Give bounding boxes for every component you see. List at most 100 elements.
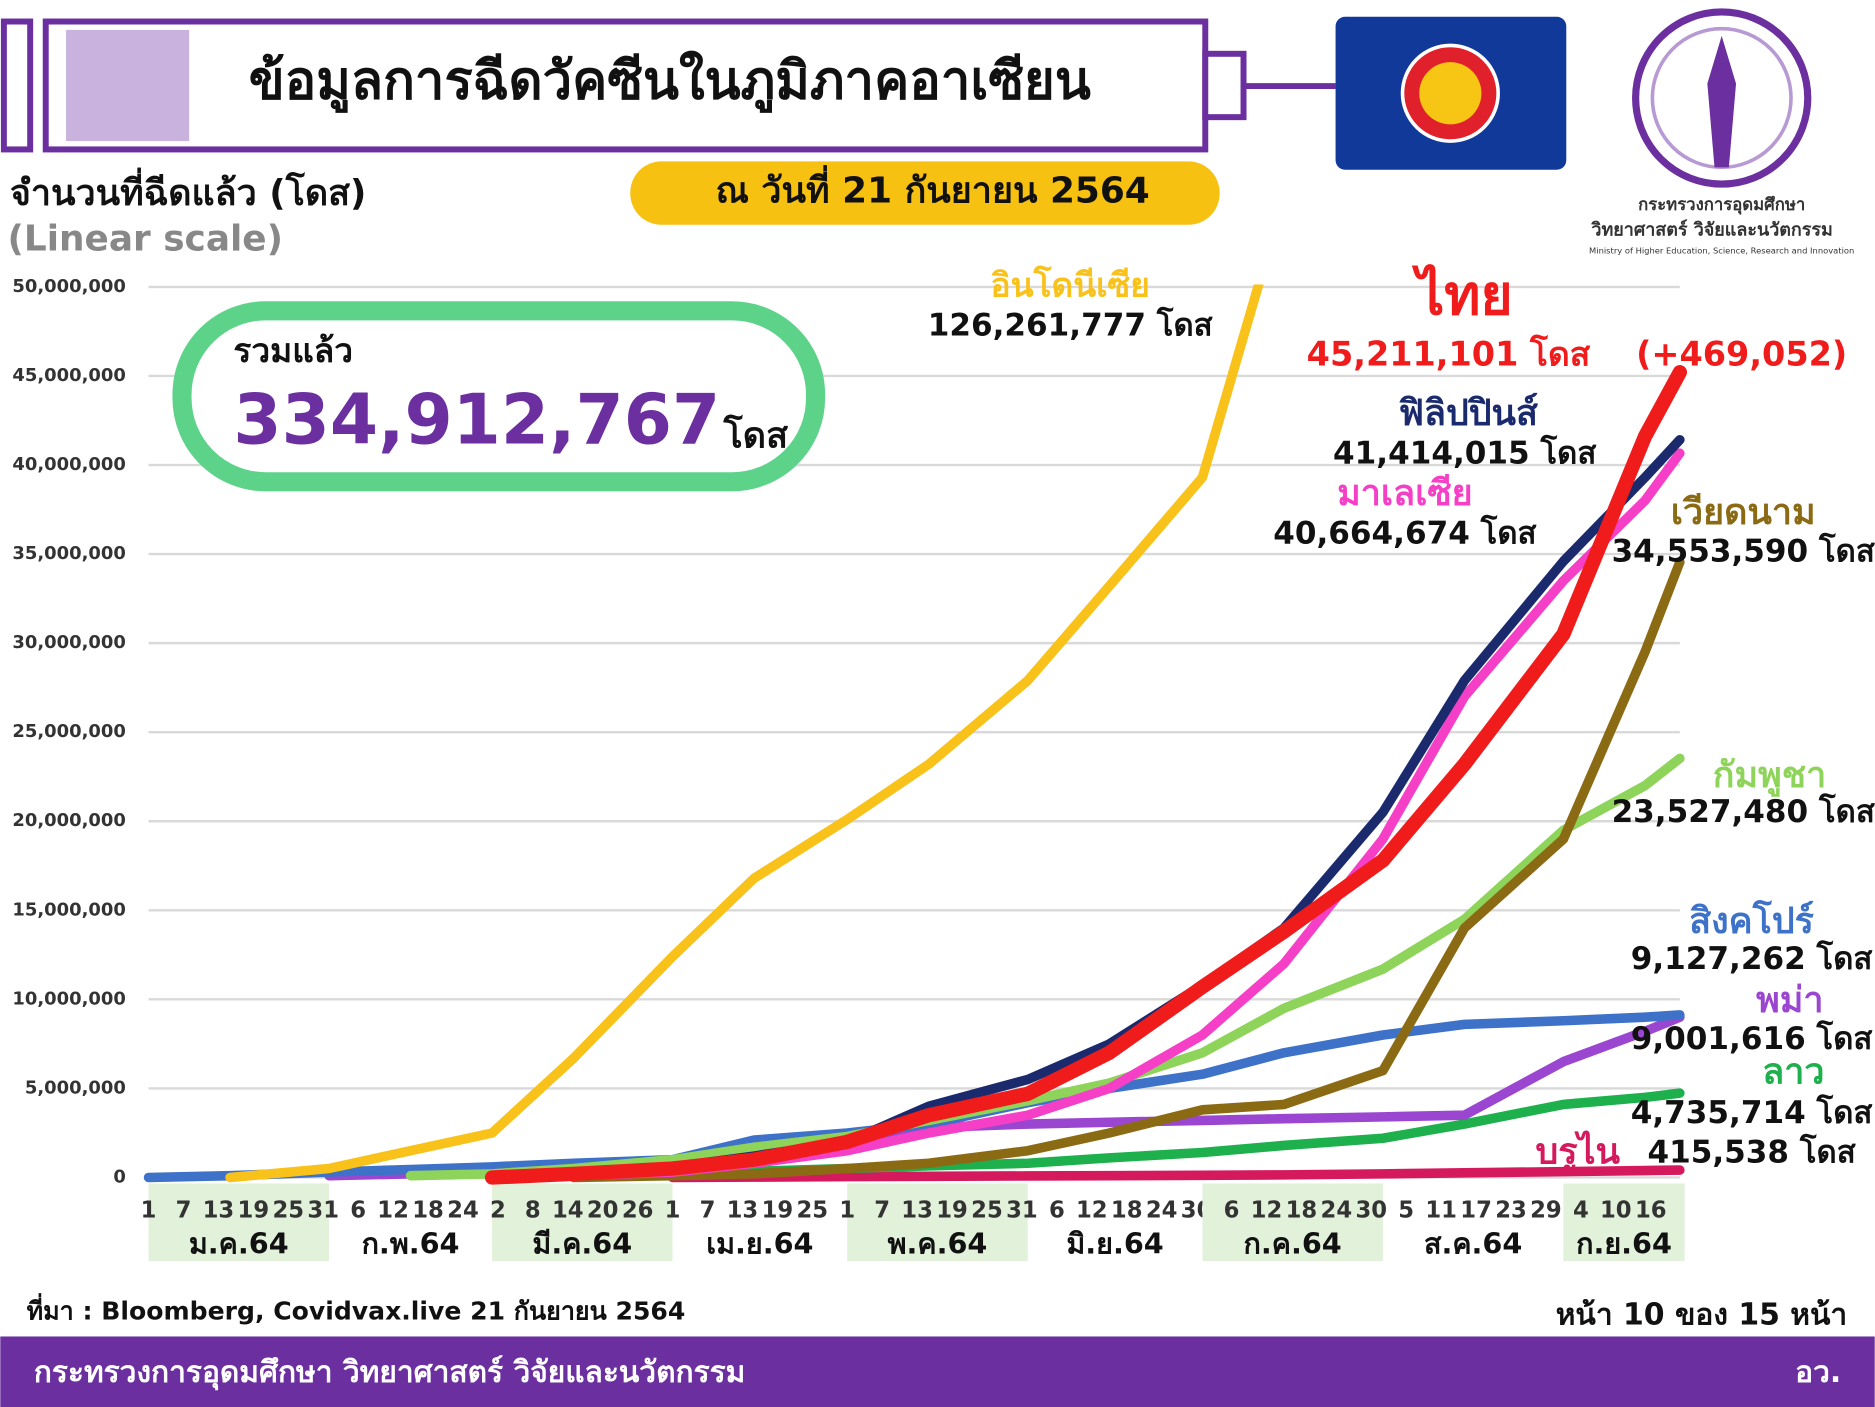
x-tick-label: 25 [796,1197,828,1223]
x-tick-label: 18 [1286,1197,1318,1223]
syringe-barrel [42,18,1209,153]
x-tick-label: 31 [307,1197,339,1223]
y-tick-label: 30,000,000 [12,632,125,653]
x-tick-label: 17 [1460,1197,1492,1223]
x-tick-label: 19 [238,1197,270,1223]
total-unit: โดส [723,414,789,457]
month-label: พ.ค.64 [888,1227,988,1261]
y-tick-label: 25,000,000 [12,721,125,742]
syringe-tip [1202,50,1247,121]
syringe-fill [66,29,190,142]
y-tick-label: 5,000,000 [25,1077,126,1098]
ministry-name-1: กระทรวงการอุดมศึกษา [1638,194,1805,215]
legend-label: อินโดนีเซีย [991,265,1150,304]
x-tick-label: 12 [377,1197,409,1223]
series-lines [143,284,1688,1185]
legend-label: ไทย [1412,263,1513,327]
x-tick-label: 13 [203,1197,235,1223]
series-line [225,284,1264,1183]
y-tick-label: 50,000,000 [12,276,125,297]
month-label: ก.พ.64 [362,1227,460,1261]
series-line [484,365,1688,1185]
value-label: 41,414,015 โดส [1333,433,1596,471]
x-tick-label: 12 [1076,1197,1108,1223]
x-tick-label: 1 [141,1197,157,1223]
month-band [148,1183,330,1262]
month-label: มิ.ย.64 [1066,1227,1163,1261]
y-tick-label: 10,000,000 [12,988,125,1009]
legend-label: สิงคโปร์ [1689,899,1814,942]
value-label: 34,553,590 โดส [1612,531,1875,569]
legend-label: ลาว [1762,1051,1824,1092]
month-label: มี.ค.64 [532,1227,632,1261]
value-label: 45,211,101 โดส [1307,335,1591,374]
x-tick-label: 23 [1495,1197,1527,1223]
x-tick-label: 5 [1398,1197,1414,1223]
month-label: ม.ค.64 [189,1227,289,1261]
x-tick-label: 4 [1573,1197,1589,1223]
x-tick-label: 31 [1006,1197,1038,1223]
total-label: รวมแล้ว [233,331,353,370]
value-label: 40,664,674 โดส [1273,513,1536,551]
value-label: 415,538 โดส [1647,1133,1855,1171]
legend-label: มาเลเซีย [1337,473,1473,514]
x-tick-label: 18 [1111,1197,1143,1223]
series-line [568,557,1685,1183]
scale-note: (Linear scale) [7,218,283,259]
legend-label: บรูไน [1536,1130,1621,1174]
footer-org: กระทรวงการอุดมศึกษา วิทยาศาสตร์ วิจัยและ… [34,1355,746,1390]
x-tick-label: 20 [587,1197,619,1223]
title: ข้อมูลการฉีดวัคซีนในภูมิภาคอาเซียน [249,49,1091,113]
legend-label: เวียดนาม [1671,492,1816,533]
x-tick-label: 7 [700,1197,716,1223]
x-tick-label: 30 [1355,1197,1387,1223]
month-label: ส.ค.64 [1424,1227,1522,1261]
legend-label: ฟิลิปปินส์ [1399,392,1538,434]
x-tick-label: 6 [1049,1197,1065,1223]
x-tick-label: 19 [762,1197,794,1223]
date: ณ วันที่ 21 กันยายน 2564 [716,164,1150,211]
x-tick-label: 16 [1635,1197,1667,1223]
month-label: ก.ย.64 [1576,1227,1672,1261]
month-band [847,1183,1028,1262]
y-tick-label: 35,000,000 [12,543,125,564]
change-label: (+469,052) [1636,335,1847,374]
series-line [667,1165,1685,1183]
month-label: ก.ค.64 [1244,1227,1342,1261]
footer-bar [0,1336,1875,1407]
x-tick-label: 18 [412,1197,444,1223]
x-tick-label: 8 [525,1197,541,1223]
x-tick-label: 24 [447,1197,479,1223]
x-tick-label: 12 [1251,1197,1283,1223]
footer-short: อว. [1795,1355,1841,1390]
x-tick-label: 25 [272,1197,304,1223]
x-tick-label: 25 [971,1197,1003,1223]
y-tick-label: 40,000,000 [12,454,125,475]
x-tick-label: 6 [1224,1197,1240,1223]
x-tick-label: 1 [665,1197,681,1223]
syringe-grip [0,18,34,153]
month-band [492,1183,673,1262]
x-tick-label: 11 [1425,1197,1457,1223]
x-tick-label: 7 [176,1197,192,1223]
x-tick-label: 14 [552,1197,584,1223]
legend-label: กัมพูชา [1713,755,1826,797]
x-tick-label: 7 [874,1197,890,1223]
x-tick-label: 10 [1600,1197,1632,1223]
value-label: 9,001,616 โดส [1631,1019,1873,1057]
month-band [1202,1183,1383,1262]
x-tick-label: 13 [727,1197,759,1223]
page-number: หน้า 10 ของ 15 หน้า [1556,1298,1848,1333]
y-tick-label: 0 [113,1166,125,1187]
asean-emblem-inner [1419,62,1482,125]
value-label: 4,735,714 โดส [1631,1093,1873,1131]
month-label: เม.ย.64 [706,1227,813,1261]
legend-label: พม่า [1756,980,1823,1021]
y-tick-label: 15,000,000 [12,899,125,920]
x-tick-label: 2 [490,1197,506,1223]
x-tick-label: 13 [901,1197,933,1223]
total-value: 334,912,767 [233,380,720,460]
ministry-logo-emblem [1707,35,1737,168]
ministry-name-2: วิทยาศาสตร์ วิจัยและนวัตกรรม [1590,219,1832,241]
value-label: 23,527,480 โดส [1612,792,1875,830]
